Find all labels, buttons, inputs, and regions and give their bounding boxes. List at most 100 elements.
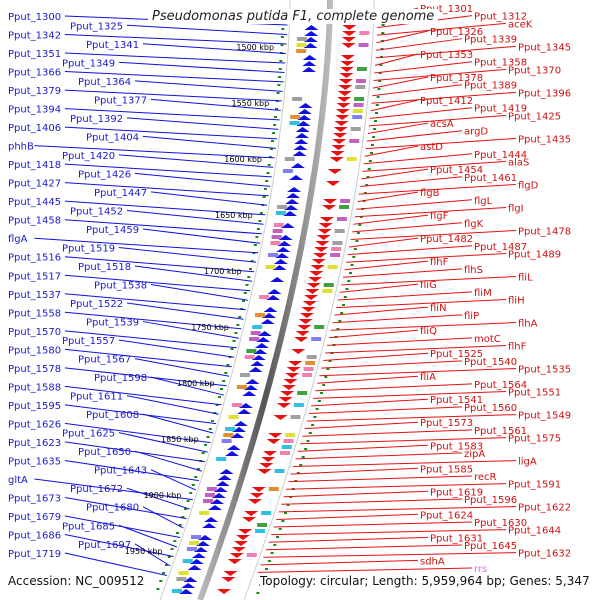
gene-label-right: Pput_1419	[474, 104, 527, 115]
category-bar	[346, 157, 357, 161]
gene-label-right: flhF	[508, 342, 527, 353]
tick-dot	[284, 512, 287, 514]
tick-dot	[268, 156, 272, 158]
gene-label-right: Pput_1575	[508, 434, 561, 445]
forward-gene	[295, 133, 309, 138]
category-bar	[277, 205, 288, 209]
tick-dot	[256, 228, 260, 230]
reverse-gene	[337, 91, 352, 96]
reverse-gene	[278, 397, 293, 402]
gene-label-right: flgF	[430, 211, 449, 222]
forward-gene	[295, 127, 310, 132]
gene-label-right: Pput_1564	[474, 380, 527, 391]
category-bar	[292, 97, 303, 101]
forward-gene	[245, 379, 260, 384]
forward-gene	[272, 265, 287, 270]
category-bar	[268, 253, 279, 257]
tick-dot	[371, 144, 374, 146]
tick-dot	[270, 148, 273, 150]
tick-dot	[377, 88, 381, 90]
reverse-gene	[234, 541, 248, 546]
leader-line	[126, 395, 219, 415]
reverse-gene	[330, 151, 345, 156]
kbp-label: 1900 kbp	[144, 491, 182, 500]
reverse-gene	[280, 391, 295, 396]
reverse-gene	[342, 31, 357, 36]
forward-gene	[270, 277, 285, 282]
leader-line	[349, 237, 419, 248]
reverse-gene	[340, 61, 355, 66]
leader-line	[346, 252, 507, 263]
tick-dot	[273, 544, 277, 546]
category-bar	[250, 331, 261, 335]
gene-label-right: flhA	[518, 319, 538, 330]
gene-label-right: Pput_1345	[518, 42, 571, 53]
tick-dot	[255, 236, 259, 238]
tick-dot	[347, 280, 351, 282]
gene-label-right: zipA	[464, 449, 485, 460]
gene-label-right: Pput_1412	[420, 96, 473, 107]
tick-dot	[265, 568, 268, 570]
reverse-gene	[308, 277, 323, 282]
gene-label-left: Pput_1426	[78, 169, 131, 180]
leader-line	[362, 160, 507, 172]
leader-line	[342, 268, 463, 278]
leader-line	[64, 422, 211, 444]
reverse-gene	[338, 85, 353, 90]
gene-label-left: Pput_1518	[78, 262, 131, 273]
forward-gene	[213, 487, 228, 492]
gene-label-left: Pput_1580	[8, 345, 61, 356]
category-bar	[349, 139, 360, 143]
gene-label-left: Pput_1635	[8, 456, 61, 467]
leader-line	[352, 222, 463, 233]
reverse-gene	[263, 451, 277, 456]
right-leader-lines	[257, 7, 517, 573]
leader-line	[366, 130, 463, 142]
gene-label-right: flhS	[464, 265, 483, 276]
category-bar	[246, 553, 257, 557]
leader-line	[295, 452, 463, 460]
tick-dot	[277, 84, 281, 86]
tick-dot	[243, 292, 247, 294]
leader-line	[64, 182, 269, 197]
leader-line	[350, 229, 517, 240]
reverse-gene	[268, 433, 283, 438]
tick-dot	[178, 524, 182, 526]
gene-label-right: Pput_1535	[518, 365, 571, 376]
gene-label-right: flgD	[518, 180, 539, 191]
leader-line	[34, 145, 275, 159]
forward-gene	[253, 349, 268, 354]
category-bar	[352, 109, 363, 113]
forward-gene	[183, 577, 198, 582]
reverse-gene	[316, 235, 331, 240]
gene-label-left: Pput_1519	[62, 243, 115, 254]
leader-line	[357, 191, 419, 203]
leader-line	[64, 34, 287, 45]
leader-line	[317, 375, 419, 384]
leader-line	[372, 76, 429, 89]
category-bar	[257, 523, 268, 527]
gene-label-left: Pput_1445	[8, 197, 61, 208]
category-bar	[281, 445, 292, 449]
forward-gene	[296, 121, 311, 126]
category-bar	[306, 355, 317, 359]
tick-dot	[367, 168, 371, 170]
category-bar	[246, 349, 257, 353]
leader-line	[142, 228, 261, 244]
leader-line	[34, 478, 193, 501]
leader-line	[134, 265, 253, 282]
tick-dot	[215, 404, 219, 406]
category-bar	[274, 469, 285, 473]
tick-dot	[194, 476, 198, 478]
reverse-gene	[298, 319, 313, 324]
reverse-gene	[333, 127, 348, 132]
leader-line	[34, 237, 259, 254]
tick-dot	[220, 388, 223, 390]
leader-line	[344, 260, 429, 271]
tick-dot	[359, 216, 363, 218]
forward-gene	[226, 445, 241, 450]
tick-dot	[324, 376, 328, 378]
forward-gene	[297, 115, 312, 120]
